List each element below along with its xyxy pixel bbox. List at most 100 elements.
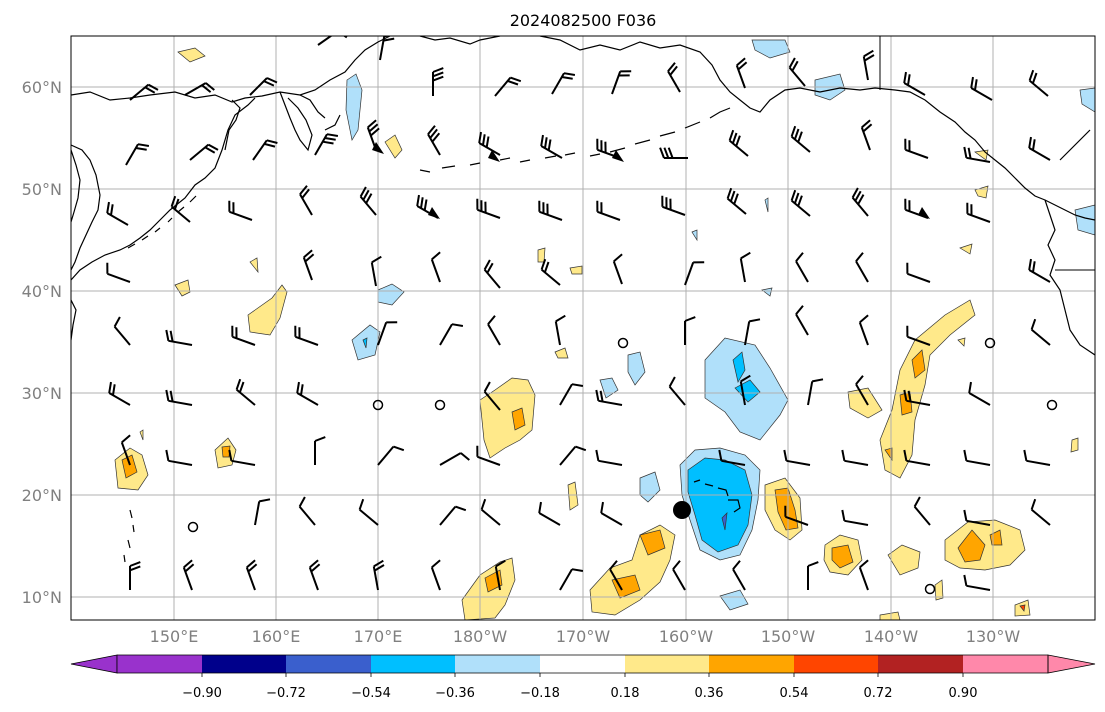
wind-barb-feather [1031, 72, 1038, 84]
wind-barb [668, 385, 686, 406]
wind-barb-feather [247, 563, 258, 573]
wind-barb-feather [790, 189, 797, 201]
wind-barb-feather [963, 449, 968, 461]
wind-barb-feather [667, 62, 676, 72]
wind-barb-feather [1032, 261, 1036, 273]
wind-barb-feather [731, 132, 738, 144]
wind-barb-feather [324, 137, 336, 141]
colorbar-tick-label: 0.18 [611, 686, 640, 701]
wind-barb [968, 392, 991, 406]
wind-barb-feather [383, 37, 395, 42]
coast-canada [1044, 199, 1095, 356]
wind-barb [795, 313, 809, 336]
wind-barb-feather [322, 140, 334, 145]
wind-barb-feather [540, 258, 547, 270]
wind-barb-feather [726, 187, 733, 199]
wind-barb [1030, 328, 1051, 346]
wind-barb-feather [841, 509, 846, 521]
wind-barb-feather [855, 252, 864, 262]
wind-barb [113, 325, 131, 346]
colorbar-tick-label: 0.54 [780, 686, 809, 701]
colorbar-labels: −0.90 −0.72 −0.54 −0.36 −0.18 0.18 0.36 … [182, 686, 977, 701]
wind-barb-feather [485, 136, 490, 148]
wind-barb-feather [749, 318, 761, 323]
wind-barb [559, 383, 573, 406]
wind-barb-feather [1028, 69, 1035, 81]
wind-barb-feather [431, 559, 441, 569]
wind-barb-feather [859, 314, 869, 324]
wind-barb [430, 567, 441, 591]
wind-barb-pennant [428, 207, 440, 219]
wind-barb-feather [429, 128, 438, 139]
colorbar-tick-label: −0.36 [435, 686, 475, 701]
colorbar-segment [117, 655, 202, 673]
wind-barb-feather [974, 79, 978, 91]
lat-label: 10°N [22, 588, 62, 607]
wind-barb-feather [672, 560, 681, 570]
wind-barb-feather [110, 204, 114, 216]
wind-barb-feather [668, 376, 676, 388]
wind-barb [231, 459, 256, 466]
coast-hawaii [693, 479, 741, 513]
wind-barb-feather [373, 559, 384, 568]
wind-barb-feather [169, 390, 174, 402]
wind-barb [739, 381, 746, 406]
wind-barb-feather [451, 323, 464, 327]
wind-barb [120, 442, 131, 466]
wind-barb-feather [129, 565, 141, 572]
wind-barb-feather [173, 198, 180, 210]
lon-label: 160°E [252, 627, 301, 646]
wind-barb-feather [963, 509, 968, 521]
wind-barb-feather [314, 436, 326, 442]
wind-barb-pennant [488, 150, 500, 162]
wind-barb-pennant [612, 150, 624, 162]
wind-barb [795, 260, 809, 283]
lon-label: 130°W [966, 627, 1021, 646]
wind-barb-pennant [918, 207, 930, 219]
wind-barb-feather [728, 129, 735, 141]
wind-barb-feather [183, 559, 193, 569]
wind-barb-feather [861, 119, 871, 129]
lon-label: 160°W [659, 627, 714, 646]
wind-barb [739, 258, 746, 283]
wind-barb-feather [903, 71, 907, 84]
lon-label: 170°W [556, 627, 611, 646]
wind-barb-feather [812, 378, 824, 383]
wind-barb-feather [432, 71, 444, 78]
wind-barb-feather [359, 186, 367, 198]
colorbar-tick-label: 0.72 [864, 686, 893, 701]
wind-barb-feather [169, 330, 174, 342]
colorbar-tick-label: −0.72 [266, 686, 306, 701]
wind-barb-feather [423, 199, 428, 211]
wind-barb-feather [547, 139, 552, 151]
wind-barb-feather [538, 501, 542, 514]
lat-label: 20°N [22, 486, 62, 505]
wind-barb-feather [365, 193, 373, 204]
wind-barb-feather [263, 80, 275, 87]
wind-barb-feather [970, 76, 974, 89]
colorbar-segment [794, 655, 878, 673]
wind-barb-feather [790, 125, 797, 137]
wind-barb [966, 584, 991, 591]
wind-barb-feather [963, 574, 968, 586]
colorbar-segment [709, 655, 794, 673]
wind-barb [439, 505, 457, 526]
wind-barb-feather [793, 192, 800, 204]
wind-barb [600, 512, 623, 526]
borders [879, 36, 1095, 271]
lat-label: 30°N [22, 384, 62, 403]
wind-barb-feather [129, 561, 141, 567]
colorbar-tick-label: −0.90 [182, 686, 222, 701]
wind-barb-feather [669, 65, 678, 76]
wind-barb [598, 459, 623, 466]
wind-barb [744, 321, 751, 346]
wind-barb-feather [259, 498, 271, 503]
yellow-band-east [879, 299, 976, 479]
wind-barb-feather [913, 496, 921, 508]
coast-alaska [419, 36, 1095, 221]
wind-barb-feather [729, 190, 736, 202]
wind-barb-feather [907, 74, 911, 86]
colorbar-tick-label: −0.18 [520, 686, 560, 701]
wind-barb-feather [303, 249, 313, 259]
wind-barb [684, 262, 695, 286]
